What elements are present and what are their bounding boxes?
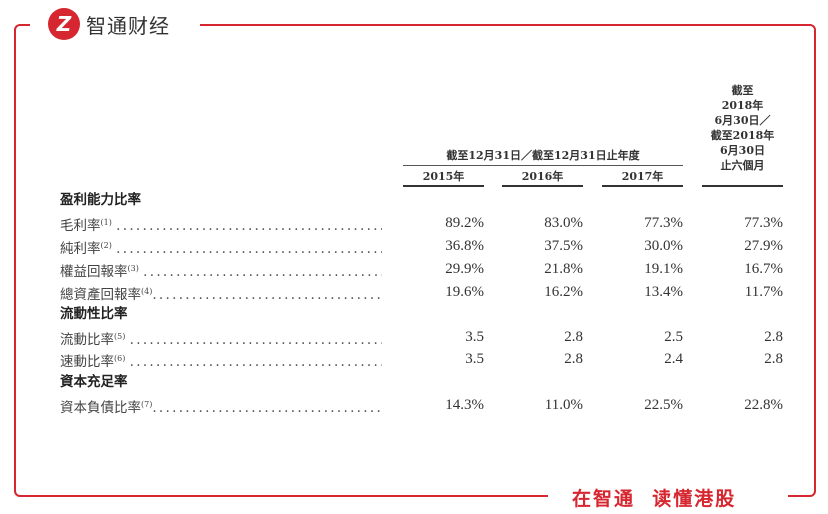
cell-value: 2.4	[664, 351, 683, 367]
frame-gap-bottom	[548, 488, 788, 508]
column-header-2015: 2015年	[422, 170, 465, 183]
leader-dots: ........................................…	[116, 218, 382, 234]
cell-value: 19.1%	[644, 261, 683, 277]
column-header-2017: 2017年	[621, 170, 664, 183]
table-row: 純利率(2) .................................…	[60, 236, 783, 259]
brand-slogan: 在智通 读懂港股	[572, 488, 737, 510]
cell-value: 77.3%	[744, 215, 783, 231]
footnote-ref: (3)	[127, 264, 139, 273]
table-row: 資本負債比率(7)...............................…	[60, 395, 783, 418]
leader-dots: ........................................…	[152, 287, 382, 303]
cell-value: 11.0%	[544, 397, 583, 413]
column-rule	[502, 185, 583, 187]
table-row: 速動比率(6) ................................…	[60, 349, 783, 372]
header-line: 截至	[731, 84, 754, 97]
cell-value: 3.5	[465, 329, 484, 345]
row-label: 速動比率(6) ................................…	[60, 349, 382, 372]
row-label-text: 資本負債比率	[60, 400, 141, 416]
cell-value: 27.9%	[744, 238, 783, 254]
cell-value: 3.5	[465, 351, 484, 367]
cell-value: 16.7%	[744, 261, 783, 277]
footnote-ref: (2)	[100, 241, 112, 250]
cell-value: 2.8	[764, 329, 783, 345]
row-label: 權益回報率(3) ...............................…	[60, 259, 382, 282]
column-header-2016: 2016年	[521, 170, 564, 183]
row-label-text: 純利率	[60, 241, 101, 257]
cell-value: 83.0%	[544, 215, 583, 231]
column-rule	[602, 185, 683, 187]
header-line: 截至2018年	[710, 129, 775, 142]
cell-value: 14.3%	[445, 397, 484, 413]
cell-value: 2.8	[764, 351, 783, 367]
table-row: 流動比率(5) ................................…	[60, 327, 783, 350]
section-title-capital-adequacy: 資本充足率	[60, 374, 128, 390]
row-label: 資本負債比率(7)...............................…	[60, 395, 382, 418]
cell-value: 2.5	[664, 329, 683, 345]
row-label-text: 總資產回報率	[60, 287, 141, 303]
header-line: 2018年	[721, 99, 764, 112]
row-label: 毛利率(1) .................................…	[60, 213, 382, 236]
header-line: 止六個月	[720, 159, 765, 172]
table-row: 權益回報率(3) ...............................…	[60, 259, 783, 282]
cell-value: 30.0%	[644, 238, 683, 254]
cell-value: 36.8%	[445, 238, 484, 254]
footnote-ref: (6)	[114, 354, 126, 363]
column-rule	[403, 185, 484, 187]
leader-dots: ........................................…	[129, 332, 382, 348]
leader-dots: ........................................…	[116, 241, 382, 257]
group-header: 截至12月31日／截至12月31日止年度	[446, 149, 640, 162]
cell-value: 11.7%	[744, 284, 783, 300]
footnote-ref: (7)	[141, 400, 153, 409]
cell-value: 19.6%	[445, 284, 484, 300]
cell-value: 2.8	[564, 351, 583, 367]
header-line: 6月30日／	[714, 114, 771, 127]
table-row: 總資產回報率(4)...............................…	[60, 282, 783, 305]
cell-value: 22.5%	[644, 397, 683, 413]
footnote-ref: (4)	[141, 287, 153, 296]
red-frame-border	[14, 24, 816, 497]
row-label: 流動比率(5) ................................…	[60, 327, 382, 350]
brand-logo-icon: Z	[48, 8, 80, 40]
leader-dots: ........................................…	[129, 354, 382, 370]
row-label-text: 流動比率	[60, 332, 114, 348]
section-title-profitability: 盈利能力比率	[60, 192, 141, 208]
leader-dots: ........................................…	[152, 400, 382, 416]
cell-value: 22.8%	[744, 397, 783, 413]
row-label: 總資產回報率(4)...............................…	[60, 282, 382, 305]
brand-name: 智通财经	[86, 13, 170, 38]
cell-value: 77.3%	[644, 215, 683, 231]
row-label-text: 速動比率	[60, 354, 114, 370]
column-rule	[702, 185, 783, 187]
cell-value: 2.8	[564, 329, 583, 345]
footnote-ref: (1)	[100, 218, 112, 227]
group-header-rule	[403, 165, 683, 166]
cell-value: 16.2%	[544, 284, 583, 300]
brand-logo: Z 智通财经	[48, 8, 170, 40]
row-label-text: 權益回報率	[60, 264, 128, 280]
cell-value: 21.8%	[544, 261, 583, 277]
column-header-2018h1: 截至 2018年 6月30日／ 截至2018年 6月30日 止六個月	[702, 83, 783, 173]
section-title-liquidity: 流動性比率	[60, 306, 128, 322]
cell-value: 13.4%	[644, 284, 683, 300]
cell-value: 89.2%	[445, 215, 484, 231]
row-label: 純利率(2) .................................…	[60, 236, 382, 259]
cell-value: 37.5%	[544, 238, 583, 254]
leader-dots: ........................................…	[143, 264, 382, 280]
footnote-ref: (5)	[114, 332, 126, 341]
header-line: 6月30日	[720, 144, 765, 157]
cell-value: 29.9%	[445, 261, 484, 277]
table-row: 毛利率(1) .................................…	[60, 213, 783, 236]
row-label-text: 毛利率	[60, 218, 101, 234]
